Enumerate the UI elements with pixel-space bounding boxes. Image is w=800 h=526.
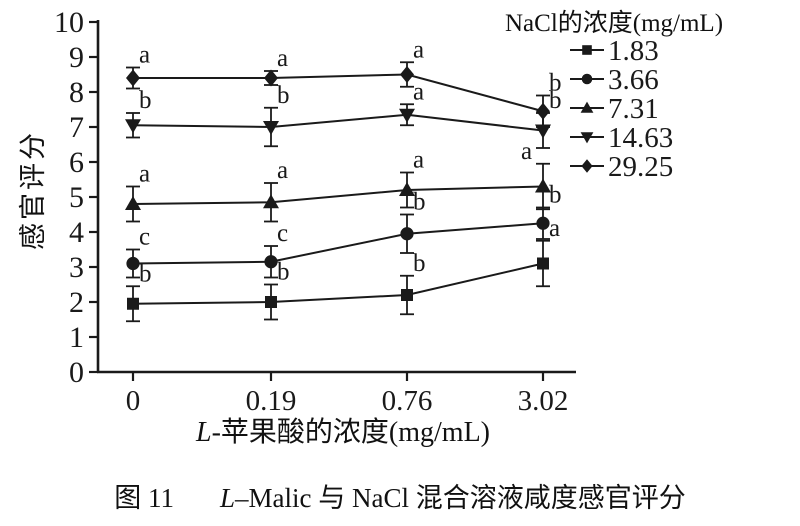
x-axis-title-text: -苹果酸的浓度(mg/mL) bbox=[211, 417, 490, 448]
y-tick-label: 4 bbox=[69, 216, 84, 249]
legend-marker-circle bbox=[581, 73, 593, 85]
sig-letter: b bbox=[139, 87, 152, 114]
y-tick-label: 3 bbox=[69, 251, 84, 284]
sig-letter: b bbox=[549, 182, 562, 209]
series-line-7.31 bbox=[132, 185, 544, 205]
x-tick-label: 0.19 bbox=[246, 385, 297, 417]
sig-letter: a bbox=[139, 42, 150, 69]
data-point-triangle-up bbox=[535, 178, 551, 193]
sig-letter: b bbox=[413, 189, 426, 216]
sig-letter: c bbox=[139, 224, 150, 251]
y-tick-label: 7 bbox=[69, 111, 84, 144]
sig-letter: a bbox=[277, 45, 288, 72]
y-tick-label: 1 bbox=[69, 321, 84, 354]
x-axis-title-italic: L bbox=[196, 417, 212, 448]
series-line-3.66 bbox=[132, 222, 544, 265]
x-tick-label: 0.76 bbox=[382, 385, 433, 417]
legend-label: 3.66 bbox=[608, 64, 659, 96]
y-tick-label: 6 bbox=[69, 146, 84, 179]
x-tick-label: 3.02 bbox=[518, 385, 569, 417]
caption-rest: –Malic 与 NaCl 混合溶液咸度感官评分 bbox=[235, 483, 686, 513]
data-point-triangle-up bbox=[263, 194, 279, 209]
y-tick-label: 0 bbox=[69, 356, 84, 389]
sig-letter: a bbox=[413, 36, 424, 63]
data-point-square bbox=[401, 289, 413, 301]
legend-marker-triangle-down bbox=[580, 132, 594, 144]
data-point-circle bbox=[536, 216, 550, 230]
data-point-triangle-down bbox=[263, 121, 279, 135]
y-tick-label: 5 bbox=[69, 181, 84, 214]
sig-letter: c bbox=[277, 220, 288, 247]
data-point-triangle-down bbox=[399, 108, 415, 123]
sig-letter: a bbox=[521, 138, 532, 165]
sig-letter: b bbox=[277, 259, 290, 286]
series-line-14.63 bbox=[132, 113, 544, 132]
sig-letter: a bbox=[413, 147, 424, 174]
legend-title: NaCl的浓度(mg/mL) bbox=[505, 10, 724, 37]
caption-number: 图 11 bbox=[114, 483, 174, 513]
sig-letter: a bbox=[549, 215, 560, 242]
sig-letter: a bbox=[139, 161, 150, 188]
data-point-triangle-up bbox=[399, 182, 415, 196]
figure-caption: 图 11 L–Malic 与 NaCl 混合溶液咸度感官评分 bbox=[0, 476, 800, 515]
data-point-circle bbox=[264, 255, 278, 269]
data-point-diamond bbox=[536, 102, 550, 120]
y-axis-title: 感官评分 bbox=[18, 130, 48, 250]
y-tick-label: 9 bbox=[69, 41, 84, 74]
sig-letter: b bbox=[549, 70, 562, 97]
caption-text: L–Malic 与 NaCl 混合溶液咸度感官评分 bbox=[220, 476, 686, 515]
series-line-1.83 bbox=[132, 262, 544, 305]
data-point-triangle-down bbox=[535, 124, 551, 139]
caption-italic: L bbox=[219, 483, 236, 513]
data-point-circle bbox=[126, 256, 140, 271]
legend-label: 14.63 bbox=[608, 122, 673, 154]
x-axis-title: L-苹果酸的浓度(mg/mL) bbox=[104, 410, 582, 450]
legend-marker-diamond bbox=[581, 159, 593, 173]
sig-letter: a bbox=[413, 78, 424, 105]
legend-label: 29.25 bbox=[608, 151, 673, 183]
data-point-triangle-down bbox=[125, 119, 141, 134]
y-tick-label: 2 bbox=[69, 286, 84, 319]
y-tick-label: 8 bbox=[69, 76, 84, 109]
legend-marker-square bbox=[582, 45, 592, 55]
data-point-diamond bbox=[400, 66, 414, 83]
data-point-diamond bbox=[126, 69, 140, 87]
data-point-circle bbox=[400, 227, 414, 241]
legend-marker-triangle-up bbox=[580, 101, 594, 113]
sig-letter: b bbox=[277, 82, 290, 109]
data-point-square bbox=[127, 297, 139, 310]
legend-label: 1.83 bbox=[608, 35, 659, 67]
sig-letter: b bbox=[413, 250, 426, 277]
data-point-square bbox=[537, 257, 549, 270]
x-tick-label: 0 bbox=[126, 385, 141, 417]
data-point-square bbox=[265, 296, 277, 308]
series-line-29.25 bbox=[133, 73, 544, 113]
y-tick-label: 10 bbox=[54, 6, 84, 39]
sig-letter: a bbox=[277, 157, 288, 184]
sig-letter: b bbox=[139, 260, 152, 287]
sig-letter: b bbox=[549, 87, 562, 114]
legend-label: 7.31 bbox=[608, 93, 659, 125]
data-point-diamond bbox=[264, 69, 278, 87]
data-point-triangle-up bbox=[125, 196, 141, 210]
